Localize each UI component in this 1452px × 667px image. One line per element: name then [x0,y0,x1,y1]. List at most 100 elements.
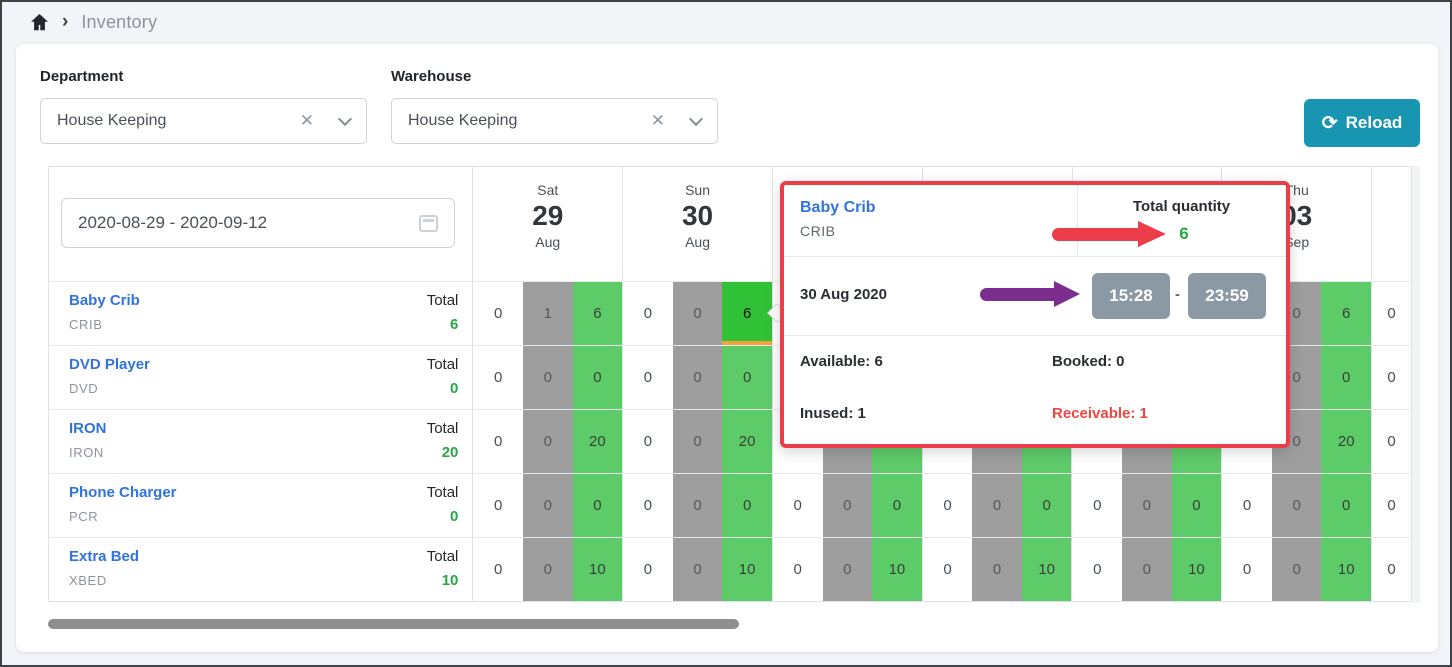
popup-item-link[interactable]: Baby Crib [800,199,876,217]
clear-icon[interactable]: ✕ [300,111,314,131]
cell-white[interactable]: 0 [1222,474,1272,537]
time-to-button[interactable]: 23:59 [1188,273,1266,319]
vertical-scrollbar-track[interactable] [1412,166,1420,603]
total-value: 0 [427,380,459,397]
day-cells: 000 [622,346,772,409]
cell-gray[interactable]: 0 [523,410,573,473]
cell-green[interactable]: 6 [1321,282,1371,345]
cell-white[interactable]: 0 [623,346,673,409]
home-icon[interactable] [30,14,49,31]
cell-green[interactable]: 0 [1172,474,1222,537]
popup-date: 30 Aug 2020 [800,286,887,303]
cell-green[interactable]: 10 [1022,538,1072,601]
cell-gray[interactable]: 0 [523,538,573,601]
cell-gray[interactable]: 0 [523,474,573,537]
date-range-input[interactable]: 2020-08-29 - 2020-09-12 [61,198,455,248]
day-cells: 000 [1071,474,1221,537]
cell-gray[interactable]: 0 [1122,474,1172,537]
cell-white-partial[interactable]: 0 [1371,282,1411,345]
department-select[interactable]: House Keeping ✕ [40,98,367,144]
cell-gray[interactable]: 1 [523,282,573,345]
cell-white-partial[interactable]: 0 [1371,410,1411,473]
cell-green[interactable]: 0 [1022,474,1072,537]
chevron-down-icon[interactable] [689,111,703,125]
item-link[interactable]: DVD Player [69,356,150,373]
cell-green[interactable]: 10 [722,538,772,601]
item-link[interactable]: Phone Charger [69,484,177,501]
total-label: Total [427,356,459,373]
item-link[interactable]: IRON [69,420,107,437]
day-cells: 0010 [772,538,922,601]
cell-white[interactable]: 0 [773,474,823,537]
popup-time-section: 30 Aug 2020 15:28 - 23:59 [784,257,1286,335]
cell-green[interactable]: 0 [872,474,922,537]
cell-gray[interactable]: 0 [673,538,723,601]
day-month-label: Aug [623,234,772,250]
clear-icon[interactable]: ✕ [651,111,665,131]
cell-green[interactable]: 0 [722,474,772,537]
item-total: Total20 [427,420,459,461]
cell-gray[interactable]: 0 [972,474,1022,537]
cell-white[interactable]: 0 [1222,538,1272,601]
cell-detail-popup: Baby Crib CRIB Total quantity 6 30 Aug 2… [780,181,1290,448]
cell-gray[interactable]: 0 [523,346,573,409]
cell-green[interactable]: 20 [573,410,623,473]
cell-white-partial[interactable]: 0 [1371,474,1411,537]
cell-green[interactable]: 6 [573,282,623,345]
cell-green[interactable]: 0 [1321,346,1371,409]
cell-gray[interactable]: 0 [1272,538,1322,601]
cell-gray[interactable]: 0 [673,410,723,473]
item-cell: Extra BedXBEDTotal10 [49,538,472,601]
cell-green[interactable]: 10 [872,538,922,601]
cell-white[interactable]: 0 [473,410,523,473]
total-value: 0 [427,508,459,525]
cell-gray[interactable]: 0 [1122,538,1172,601]
cell-white[interactable]: 0 [623,474,673,537]
cell-green[interactable]: 10 [1172,538,1222,601]
cell-green[interactable]: 0 [573,474,623,537]
cell-white[interactable]: 0 [1072,538,1122,601]
cell-white[interactable]: 0 [473,282,523,345]
cell-white-partial[interactable]: 0 [1371,538,1411,601]
app-window: › Inventory Department House Keeping ✕ W… [0,0,1452,667]
warehouse-select[interactable]: House Keeping ✕ [391,98,718,144]
cell-white[interactable]: 0 [923,538,973,601]
cell-green[interactable]: 20 [1321,410,1371,473]
chevron-down-icon[interactable] [338,111,352,125]
cell-white[interactable]: 0 [1072,474,1122,537]
cell-selected[interactable]: 6 [722,282,772,345]
cell-white[interactable]: 0 [773,538,823,601]
day-month-label: Aug [473,234,622,250]
cell-white[interactable]: 0 [623,410,673,473]
reload-button[interactable]: ⟳ Reload [1304,99,1420,147]
cell-green[interactable]: 20 [722,410,772,473]
day-cells: 0010 [1071,538,1221,601]
cell-gray[interactable]: 0 [673,474,723,537]
cell-green[interactable]: 0 [573,346,623,409]
day-cells: 0010 [922,538,1072,601]
cell-gray[interactable]: 0 [673,282,723,345]
popup-item-section: Baby Crib CRIB Total quantity 6 [784,185,1286,256]
cell-white[interactable]: 0 [623,282,673,345]
cell-gray[interactable]: 0 [972,538,1022,601]
cell-white[interactable]: 0 [473,346,523,409]
cell-white-partial[interactable]: 0 [1371,346,1411,409]
cell-white[interactable]: 0 [923,474,973,537]
cell-white[interactable]: 0 [473,538,523,601]
cell-gray[interactable]: 0 [1272,474,1322,537]
booked-stat: Booked: 0 [1052,353,1125,370]
item-link[interactable]: Baby Crib [69,292,140,309]
total-label: Total [427,292,459,309]
horizontal-scrollbar[interactable] [48,619,739,629]
cell-white[interactable]: 0 [473,474,523,537]
cell-gray[interactable]: 0 [823,538,873,601]
cell-gray[interactable]: 0 [823,474,873,537]
cell-white[interactable]: 0 [623,538,673,601]
time-from-button[interactable]: 15:28 [1092,273,1170,319]
item-link[interactable]: Extra Bed [69,548,139,565]
cell-green[interactable]: 10 [573,538,623,601]
cell-green[interactable]: 0 [722,346,772,409]
cell-green[interactable]: 0 [1321,474,1371,537]
cell-green[interactable]: 10 [1321,538,1371,601]
cell-gray[interactable]: 0 [673,346,723,409]
